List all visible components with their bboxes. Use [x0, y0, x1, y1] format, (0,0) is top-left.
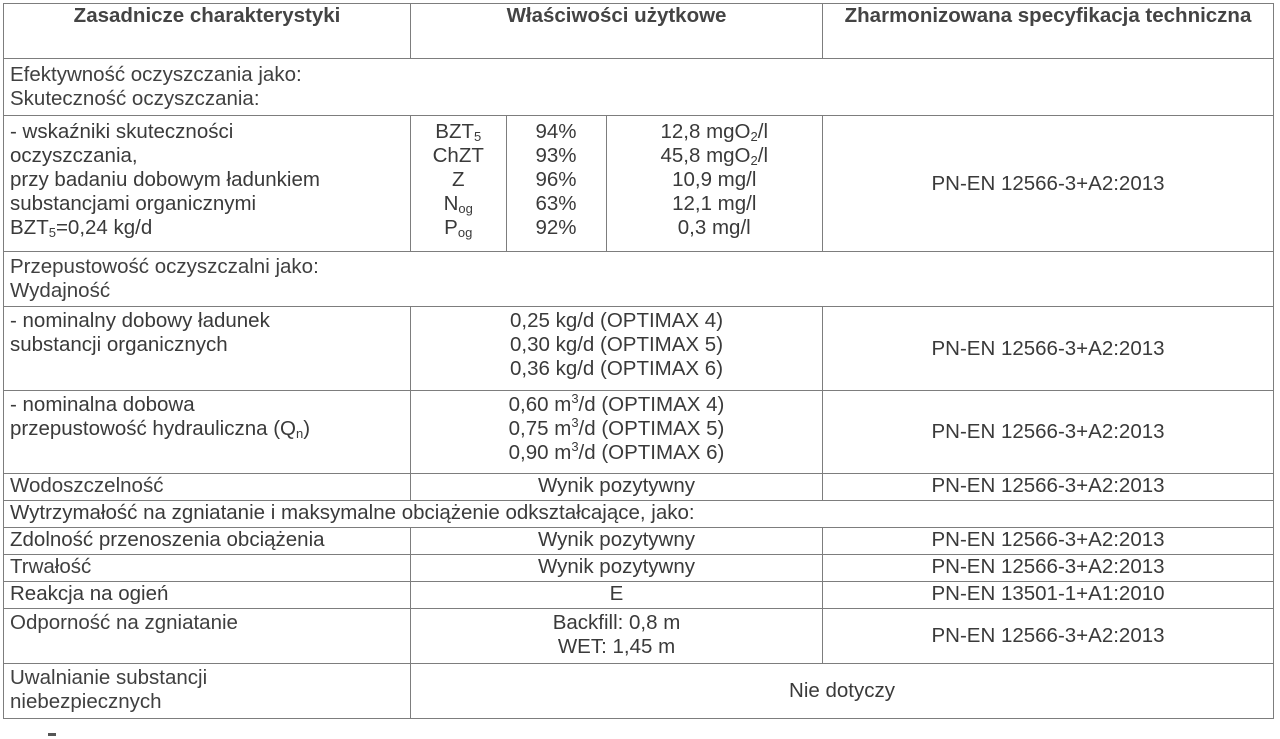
durability-value: Wynik pozytywny [410, 554, 823, 582]
efficiency-values: BZT5 ChZT Z Nog Pog 94% 93% 96% 63% 92% [410, 115, 823, 252]
concentration-value: 12,8 mgO2/l [660, 120, 768, 144]
scan-artifact [48, 733, 56, 736]
crush-backfill-value: Backfill: 0,8 m [552, 611, 681, 634]
label-line: przy badaniu dobowym ładunkiem [10, 168, 320, 191]
section-row-capacity: Przepustowość oczyszczalni jako: Wydajno… [3, 251, 1274, 307]
section-line: Efektywność oczyszczania jako: [10, 63, 302, 86]
param-pog: Pog [444, 216, 473, 240]
percent-value: 94% [535, 120, 577, 143]
load-value: 0,25 kg/d (OPTIMAX 4) [509, 309, 724, 332]
section-row-crush-strength: Wytrzymałość na zgniatanie i maksymalne … [3, 500, 1274, 528]
percent-value: 96% [535, 168, 577, 191]
table-row-durability: Trwałość Wynik pozytywny PN-EN 12566-3+A… [3, 554, 1274, 582]
table-row-load-capacity: Zdolność przenoszenia obciążenia Wynik p… [3, 527, 1274, 555]
concentration-value: 12,1 mg/l [672, 192, 757, 215]
section-line: Wydajność [10, 279, 111, 302]
load-capacity-value: Wynik pozytywny [410, 527, 823, 555]
durability-label: Trwałość [3, 554, 411, 582]
header-performance: Właściwości użytkowe [410, 3, 823, 59]
durability-spec: PN-EN 12566-3+A2:2013 [822, 554, 1274, 582]
header-row: Zasadnicze charakterystyki Właściwości u… [3, 3, 1274, 59]
section-heading: Efektywność oczyszczania jako: Skuteczno… [3, 58, 1274, 116]
watertightness-spec: PN-EN 12566-3+A2:2013 [822, 473, 1274, 501]
concentration-column: 12,8 mgO2/l 45,8 mgO2/l 10,9 mg/l 12,1 m… [605, 116, 822, 251]
label-line: BZT5=0,24 kg/d [10, 216, 153, 240]
hazardous-label: Uwalnianie substancji niebezpiecznych [3, 663, 411, 719]
label-line: - wskaźniki skuteczności [10, 120, 234, 143]
watertightness-value: Wynik pozytywny [410, 473, 823, 501]
efficiency-spec: PN-EN 12566-3+A2:2013 [822, 115, 1274, 252]
hydraulic-capacity-label: - nominalna dobowa przepustowość hydraul… [3, 390, 411, 474]
hydraulic-capacity-values: 0,60 m3/d (OPTIMAX 4) 0,75 m3/d (OPTIMAX… [410, 390, 823, 474]
section-line: Skuteczność oczyszczania: [10, 87, 260, 110]
concentration-value: 0,3 mg/l [677, 216, 751, 239]
label-line: przepustowość hydrauliczna (Qn) [10, 417, 311, 441]
nominal-load-spec: PN-EN 12566-3+A2:2013 [822, 306, 1274, 391]
label-line: substancji organicznych [10, 333, 228, 356]
label-line: oczyszczania, [10, 144, 138, 167]
watertightness-label: Wodoszczelność [3, 473, 411, 501]
section-row-efficiency: Efektywność oczyszczania jako: Skuteczno… [3, 58, 1274, 116]
crush-resistance-label: Odporność na zgniatanie [3, 608, 411, 664]
crush-resistance-values: Backfill: 0,8 m WET: 1,45 m [410, 608, 823, 664]
efficiency-subtable: BZT5 ChZT Z Nog Pog 94% 93% 96% 63% 92% [411, 116, 822, 251]
concentration-value: 10,9 mg/l [672, 168, 757, 191]
fire-reaction-label: Reakcja na ogień [3, 581, 411, 609]
section-heading: Wytrzymałość na zgniatanie i maksymalne … [3, 500, 1274, 528]
fire-reaction-spec: PN-EN 13501-1+A1:2010 [822, 581, 1274, 609]
label-line: Uwalnianie substancji [10, 666, 208, 689]
table-row-watertightness: Wodoszczelność Wynik pozytywny PN-EN 125… [3, 473, 1274, 501]
percent-value: 93% [535, 144, 577, 167]
flow-value: 0,75 m3/d (OPTIMAX 5) [508, 415, 725, 440]
label-line: substancjami organicznymi [10, 192, 257, 215]
percent-value: 63% [535, 192, 577, 215]
header-characteristics: Zasadnicze charakterystyki [3, 3, 411, 59]
flow-value: 0,60 m3/d (OPTIMAX 4) [508, 391, 725, 416]
section-heading: Przepustowość oczyszczalni jako: Wydajno… [3, 251, 1274, 307]
efficiency-label: - wskaźniki skuteczności oczyszczania, p… [3, 115, 411, 252]
hazardous-value: Nie dotyczy [410, 663, 1274, 719]
load-value: 0,36 kg/d (OPTIMAX 6) [509, 357, 724, 380]
param-chzt: ChZT [432, 144, 484, 167]
label-line: niebezpiecznych [10, 690, 162, 713]
load-value: 0,30 kg/d (OPTIMAX 5) [509, 333, 724, 356]
load-capacity-spec: PN-EN 12566-3+A2:2013 [822, 527, 1274, 555]
table-row-hazardous-substances: Uwalnianie substancji niebezpiecznych Ni… [3, 663, 1274, 719]
header-specification: Zharmonizowana specyfikacja techniczna [822, 3, 1274, 59]
concentration-value: 45,8 mgO2/l [660, 144, 768, 168]
table-row-fire-reaction: Reakcja na ogień E PN-EN 13501-1+A1:2010 [3, 581, 1274, 609]
crush-wet-value: WET: 1,45 m [557, 635, 676, 658]
param-column: BZT5 ChZT Z Nog Pog [411, 116, 506, 251]
param-z: Z [451, 168, 465, 191]
nominal-load-label: - nominalny dobowy ładunek substancji or… [3, 306, 411, 391]
nominal-load-values: 0,25 kg/d (OPTIMAX 4) 0,30 kg/d (OPTIMAX… [410, 306, 823, 391]
table-row-hydraulic-capacity: - nominalna dobowa przepustowość hydraul… [3, 390, 1274, 474]
load-capacity-label: Zdolność przenoszenia obciążenia [3, 527, 411, 555]
section-line: Przepustowość oczyszczalni jako: [10, 255, 319, 278]
percent-column: 94% 93% 96% 63% 92% [505, 116, 606, 251]
flow-value: 0,90 m3/d (OPTIMAX 6) [508, 439, 725, 464]
label-line: - nominalna dobowa [10, 393, 195, 416]
crush-resistance-spec: PN-EN 12566-3+A2:2013 [822, 608, 1274, 664]
table-row-crush-resistance: Odporność na zgniatanie Backfill: 0,8 m … [3, 608, 1274, 664]
table-row-nominal-load: - nominalny dobowy ładunek substancji or… [3, 306, 1274, 391]
hydraulic-capacity-spec: PN-EN 12566-3+A2:2013 [822, 390, 1274, 474]
param-nog: Nog [443, 192, 473, 216]
performance-table: Zasadnicze charakterystyki Właściwości u… [3, 3, 1274, 719]
percent-value: 92% [535, 216, 577, 239]
table-row-efficiency: - wskaźniki skuteczności oczyszczania, p… [3, 115, 1274, 252]
label-line: - nominalny dobowy ładunek [10, 309, 270, 332]
param-bzt5: BZT5 [435, 120, 482, 144]
fire-reaction-value: E [410, 581, 823, 609]
